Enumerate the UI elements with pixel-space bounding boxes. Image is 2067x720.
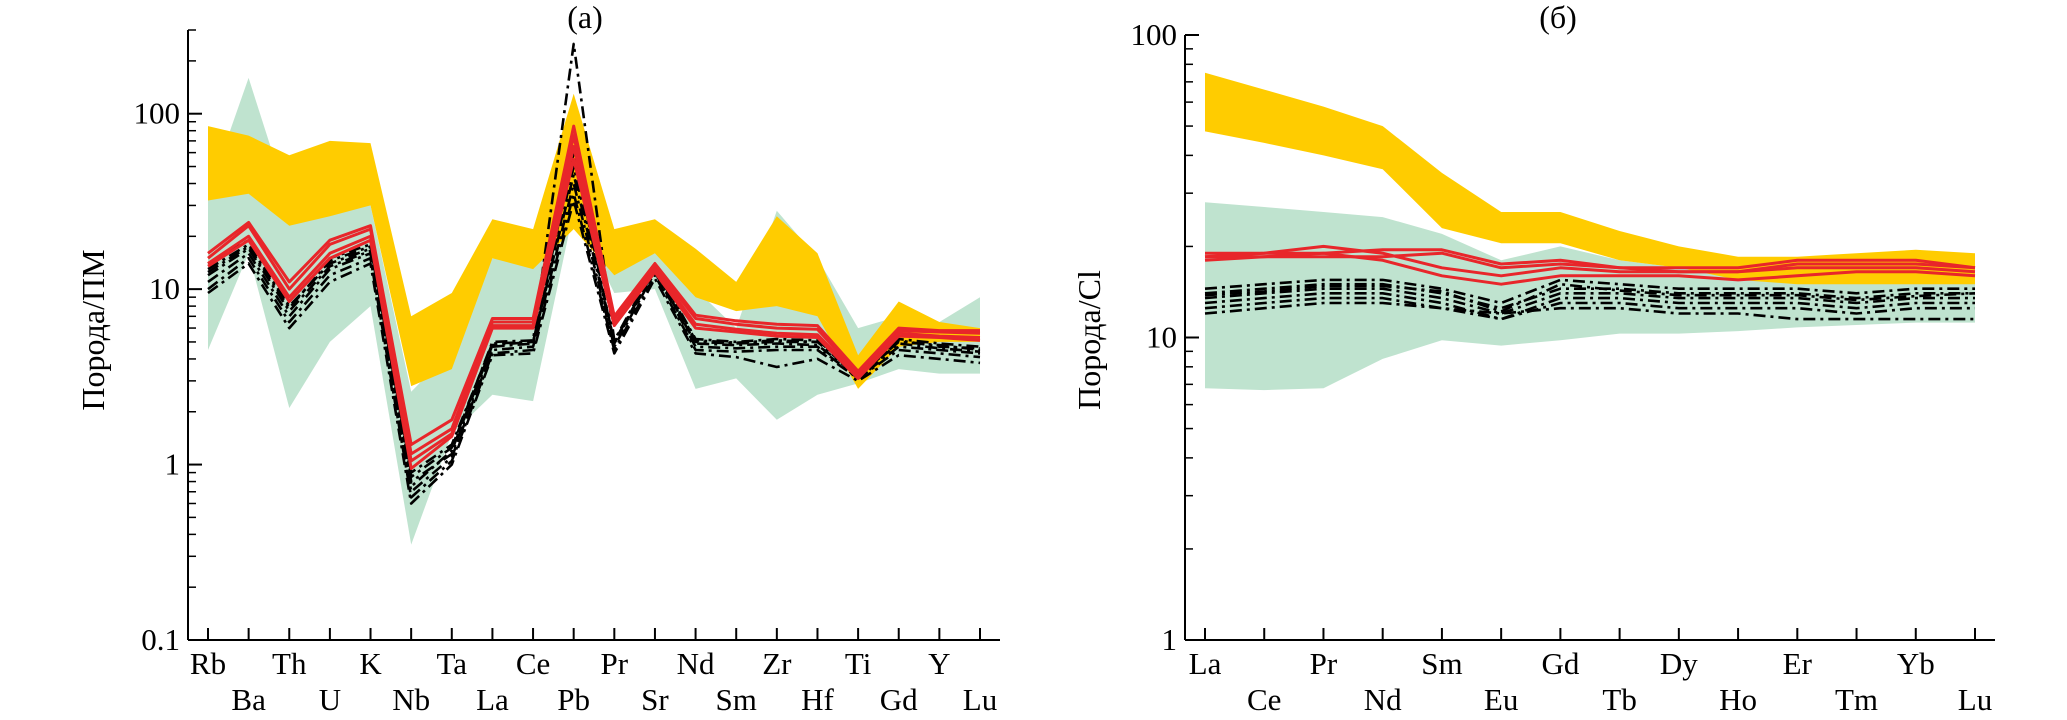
x-tick-label-b: Tb <box>1602 682 1636 717</box>
y-tick-label-a: 1 <box>165 447 181 482</box>
series-line-a-3 <box>207 124 980 447</box>
x-tick-label-b: Eu <box>1484 682 1518 717</box>
x-tick-label-a: Hf <box>801 682 834 717</box>
x-tick-label-a: Ba <box>231 682 266 717</box>
x-tick-label-a: K <box>359 646 382 681</box>
x-tick-label-a: Gd <box>880 682 918 717</box>
x-tick-label-b: Ce <box>1247 682 1281 717</box>
x-tick-label-a: Th <box>272 646 307 681</box>
x-tick-label-a: Y <box>928 646 950 681</box>
x-tick-label-a: Rb <box>190 646 226 681</box>
y-tick-label-a: 10 <box>149 271 180 306</box>
series-line-a-2 <box>207 145 981 463</box>
series-line-b-4 <box>1205 251 1976 274</box>
y-tick-label-b: 100 <box>1131 17 1178 52</box>
x-tick-label-b: La <box>1189 646 1222 681</box>
x-tick-label-a: Nb <box>392 682 430 717</box>
series-line-a-4 <box>207 157 981 470</box>
series-line-b-7 <box>1204 287 1975 315</box>
series-line-b-5 <box>1204 278 1975 305</box>
x-tick-label-a: Ce <box>516 646 550 681</box>
x-tick-label-b: Tm <box>1835 682 1878 717</box>
x-tick-label-b: Gd <box>1541 646 1579 681</box>
x-tick-label-a: La <box>476 682 509 717</box>
x-tick-label-b: Nd <box>1364 682 1402 717</box>
series-line-b-9 <box>1204 296 1975 321</box>
panel-title-a: (а) <box>567 0 603 35</box>
x-tick-label-a: Sm <box>716 682 757 717</box>
y-tick-label-b: 10 <box>1146 320 1177 355</box>
x-tick-label-b: Sm <box>1421 646 1462 681</box>
x-tick-label-a: Pr <box>601 646 629 681</box>
series-line-b-8 <box>1204 291 1975 321</box>
y-tick-label-a: 100 <box>134 96 181 131</box>
y-tick-label-a: 0.1 <box>141 622 180 657</box>
y-tick-label-b: 1 <box>1162 622 1178 657</box>
series-line-b-2 <box>1204 244 1976 278</box>
x-tick-label-a: Ti <box>845 646 872 681</box>
x-tick-label-b: Ho <box>1719 682 1757 717</box>
panel-title-b: (б) <box>1539 0 1577 35</box>
series-line-b-1 <box>1205 248 1976 270</box>
y-axis-title-a: Порода/ПМ <box>75 249 111 410</box>
x-tick-label-a: Pb <box>557 682 590 717</box>
x-tick-label-a: Ta <box>437 646 468 681</box>
series-line-b-11 <box>1204 282 1976 313</box>
x-tick-label-b: Yb <box>1897 646 1935 681</box>
x-tick-label-a: Lu <box>963 682 997 717</box>
x-tick-label-a: U <box>319 682 341 717</box>
series-line-b-3 <box>1204 251 1976 286</box>
series-line-b-10 <box>1204 301 1975 321</box>
x-tick-label-a: Nd <box>677 646 715 681</box>
x-tick-label-a: Zr <box>762 646 792 681</box>
series-line-b-6 <box>1204 282 1975 310</box>
x-tick-label-b: Pr <box>1310 646 1338 681</box>
x-tick-label-b: Lu <box>1958 682 1992 717</box>
x-tick-label-b: Dy <box>1660 646 1698 681</box>
panel-b-chart: 1 10 100 La Ce Pr Nd Sm Eu Gd Tb Dy Ho Er Tm Yb Lu (б) Пор… <box>1071 0 1995 717</box>
series-line-a-11 <box>207 165 981 474</box>
x-tick-label-a: Sr <box>641 682 669 717</box>
series-line-a-10 <box>207 199 981 505</box>
y-axis-title-b: Порода/Cl <box>1071 270 1107 410</box>
x-tick-label-b: Er <box>1783 646 1813 681</box>
